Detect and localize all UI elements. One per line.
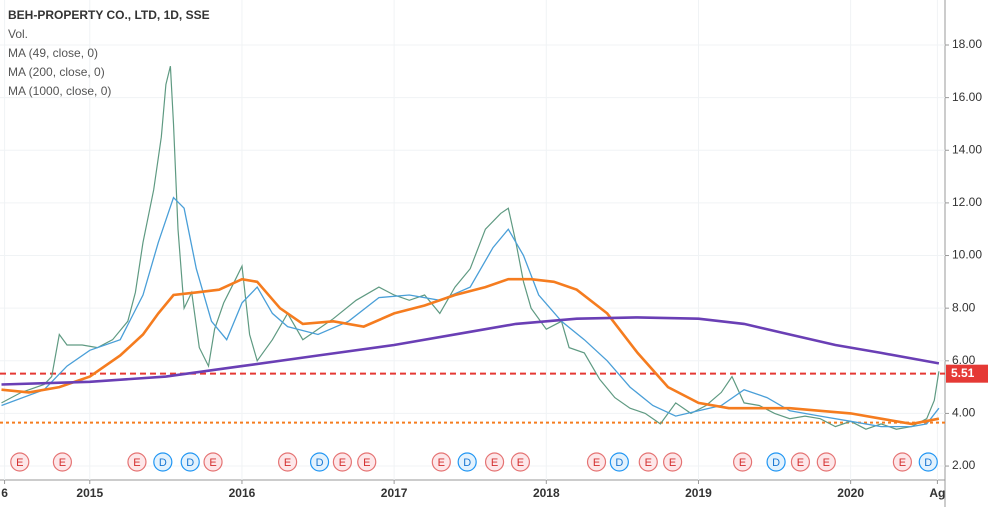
- event-marker: [510, 452, 531, 472]
- event-label: E: [209, 457, 216, 469]
- event-label: D: [316, 457, 324, 469]
- x-tick-label: 2015: [76, 486, 103, 500]
- event-label: E: [438, 457, 445, 469]
- event-marker: [663, 452, 683, 472]
- y-tick-label: 14.00: [952, 142, 982, 156]
- event-marker: [203, 452, 223, 472]
- event-marker: [609, 452, 629, 472]
- event-label: D: [463, 457, 471, 469]
- event-marker: [766, 452, 786, 472]
- event-label: E: [363, 457, 370, 469]
- event-label: E: [899, 457, 906, 469]
- event-marker: [153, 452, 173, 472]
- legend-entry: MA (49, close, 0): [8, 46, 98, 60]
- event-label: E: [823, 457, 830, 469]
- event-label: E: [517, 457, 524, 469]
- series-line: [1, 316, 940, 386]
- event-label: E: [645, 457, 652, 469]
- event-marker: [586, 452, 607, 472]
- event-marker: [733, 452, 753, 472]
- x-tick-label: Ag: [929, 486, 945, 500]
- event-label: E: [669, 457, 676, 469]
- event-marker: [790, 452, 811, 472]
- y-tick-label: 18.00: [952, 37, 982, 51]
- event-label: E: [593, 457, 600, 469]
- event-marker: [892, 452, 912, 472]
- event-label: E: [797, 457, 804, 469]
- event-label: E: [284, 457, 291, 469]
- x-tick-label: 6: [1, 486, 8, 500]
- x-tick-label: 2016: [229, 486, 256, 500]
- x-tick-label: 2017: [381, 486, 408, 500]
- event-marker: [357, 452, 377, 472]
- event-marker: [484, 452, 505, 472]
- event-marker: [332, 452, 352, 472]
- y-tick-label: 8.00: [952, 300, 976, 314]
- event-label: D: [186, 457, 194, 469]
- event-label: E: [133, 457, 140, 469]
- event-label: D: [159, 457, 167, 469]
- price-label: 5.51: [951, 366, 975, 380]
- y-tick-label: 4.00: [952, 406, 976, 420]
- event-marker: [278, 452, 298, 472]
- x-tick-label: 2019: [685, 486, 712, 500]
- event-marker: [180, 452, 200, 472]
- event-marker: [309, 452, 330, 472]
- x-tick-label: 2018: [533, 486, 560, 500]
- event-marker: [918, 452, 938, 472]
- plot: [0, 0, 945, 480]
- y-tick-label: 16.00: [952, 90, 982, 104]
- event-marker: [431, 452, 451, 472]
- volume-label: Vol.: [8, 27, 28, 41]
- event-label: E: [491, 457, 498, 469]
- y-tick-label: 2.00: [952, 458, 976, 472]
- y-tick-label: 10.00: [952, 248, 982, 262]
- event-marker: [816, 452, 836, 472]
- event-label: D: [772, 457, 780, 469]
- legend-entry: MA (200, close, 0): [8, 65, 105, 79]
- event-marker: [52, 452, 72, 472]
- chart-title: BEH-PROPERTY CO., LTD, 1D, SSE: [8, 8, 210, 22]
- event-label: D: [924, 457, 932, 469]
- series-line: [1, 277, 940, 426]
- event-label: E: [339, 457, 346, 469]
- event-marker: [127, 452, 147, 472]
- y-tick-label: 12.00: [952, 195, 982, 209]
- series-line: [1, 196, 940, 428]
- x-tick-label: 2020: [837, 486, 864, 500]
- y-tick-label: 6.00: [952, 353, 976, 367]
- price-label-box: [946, 364, 988, 383]
- event-label: D: [615, 457, 623, 469]
- legend-entry: MA (1000, close, 0): [8, 84, 111, 98]
- event-marker: [10, 452, 30, 472]
- event-marker: [638, 452, 658, 472]
- event-label: E: [59, 457, 66, 469]
- event-label: E: [16, 457, 23, 469]
- event-marker: [457, 452, 477, 472]
- event-label: E: [739, 457, 746, 469]
